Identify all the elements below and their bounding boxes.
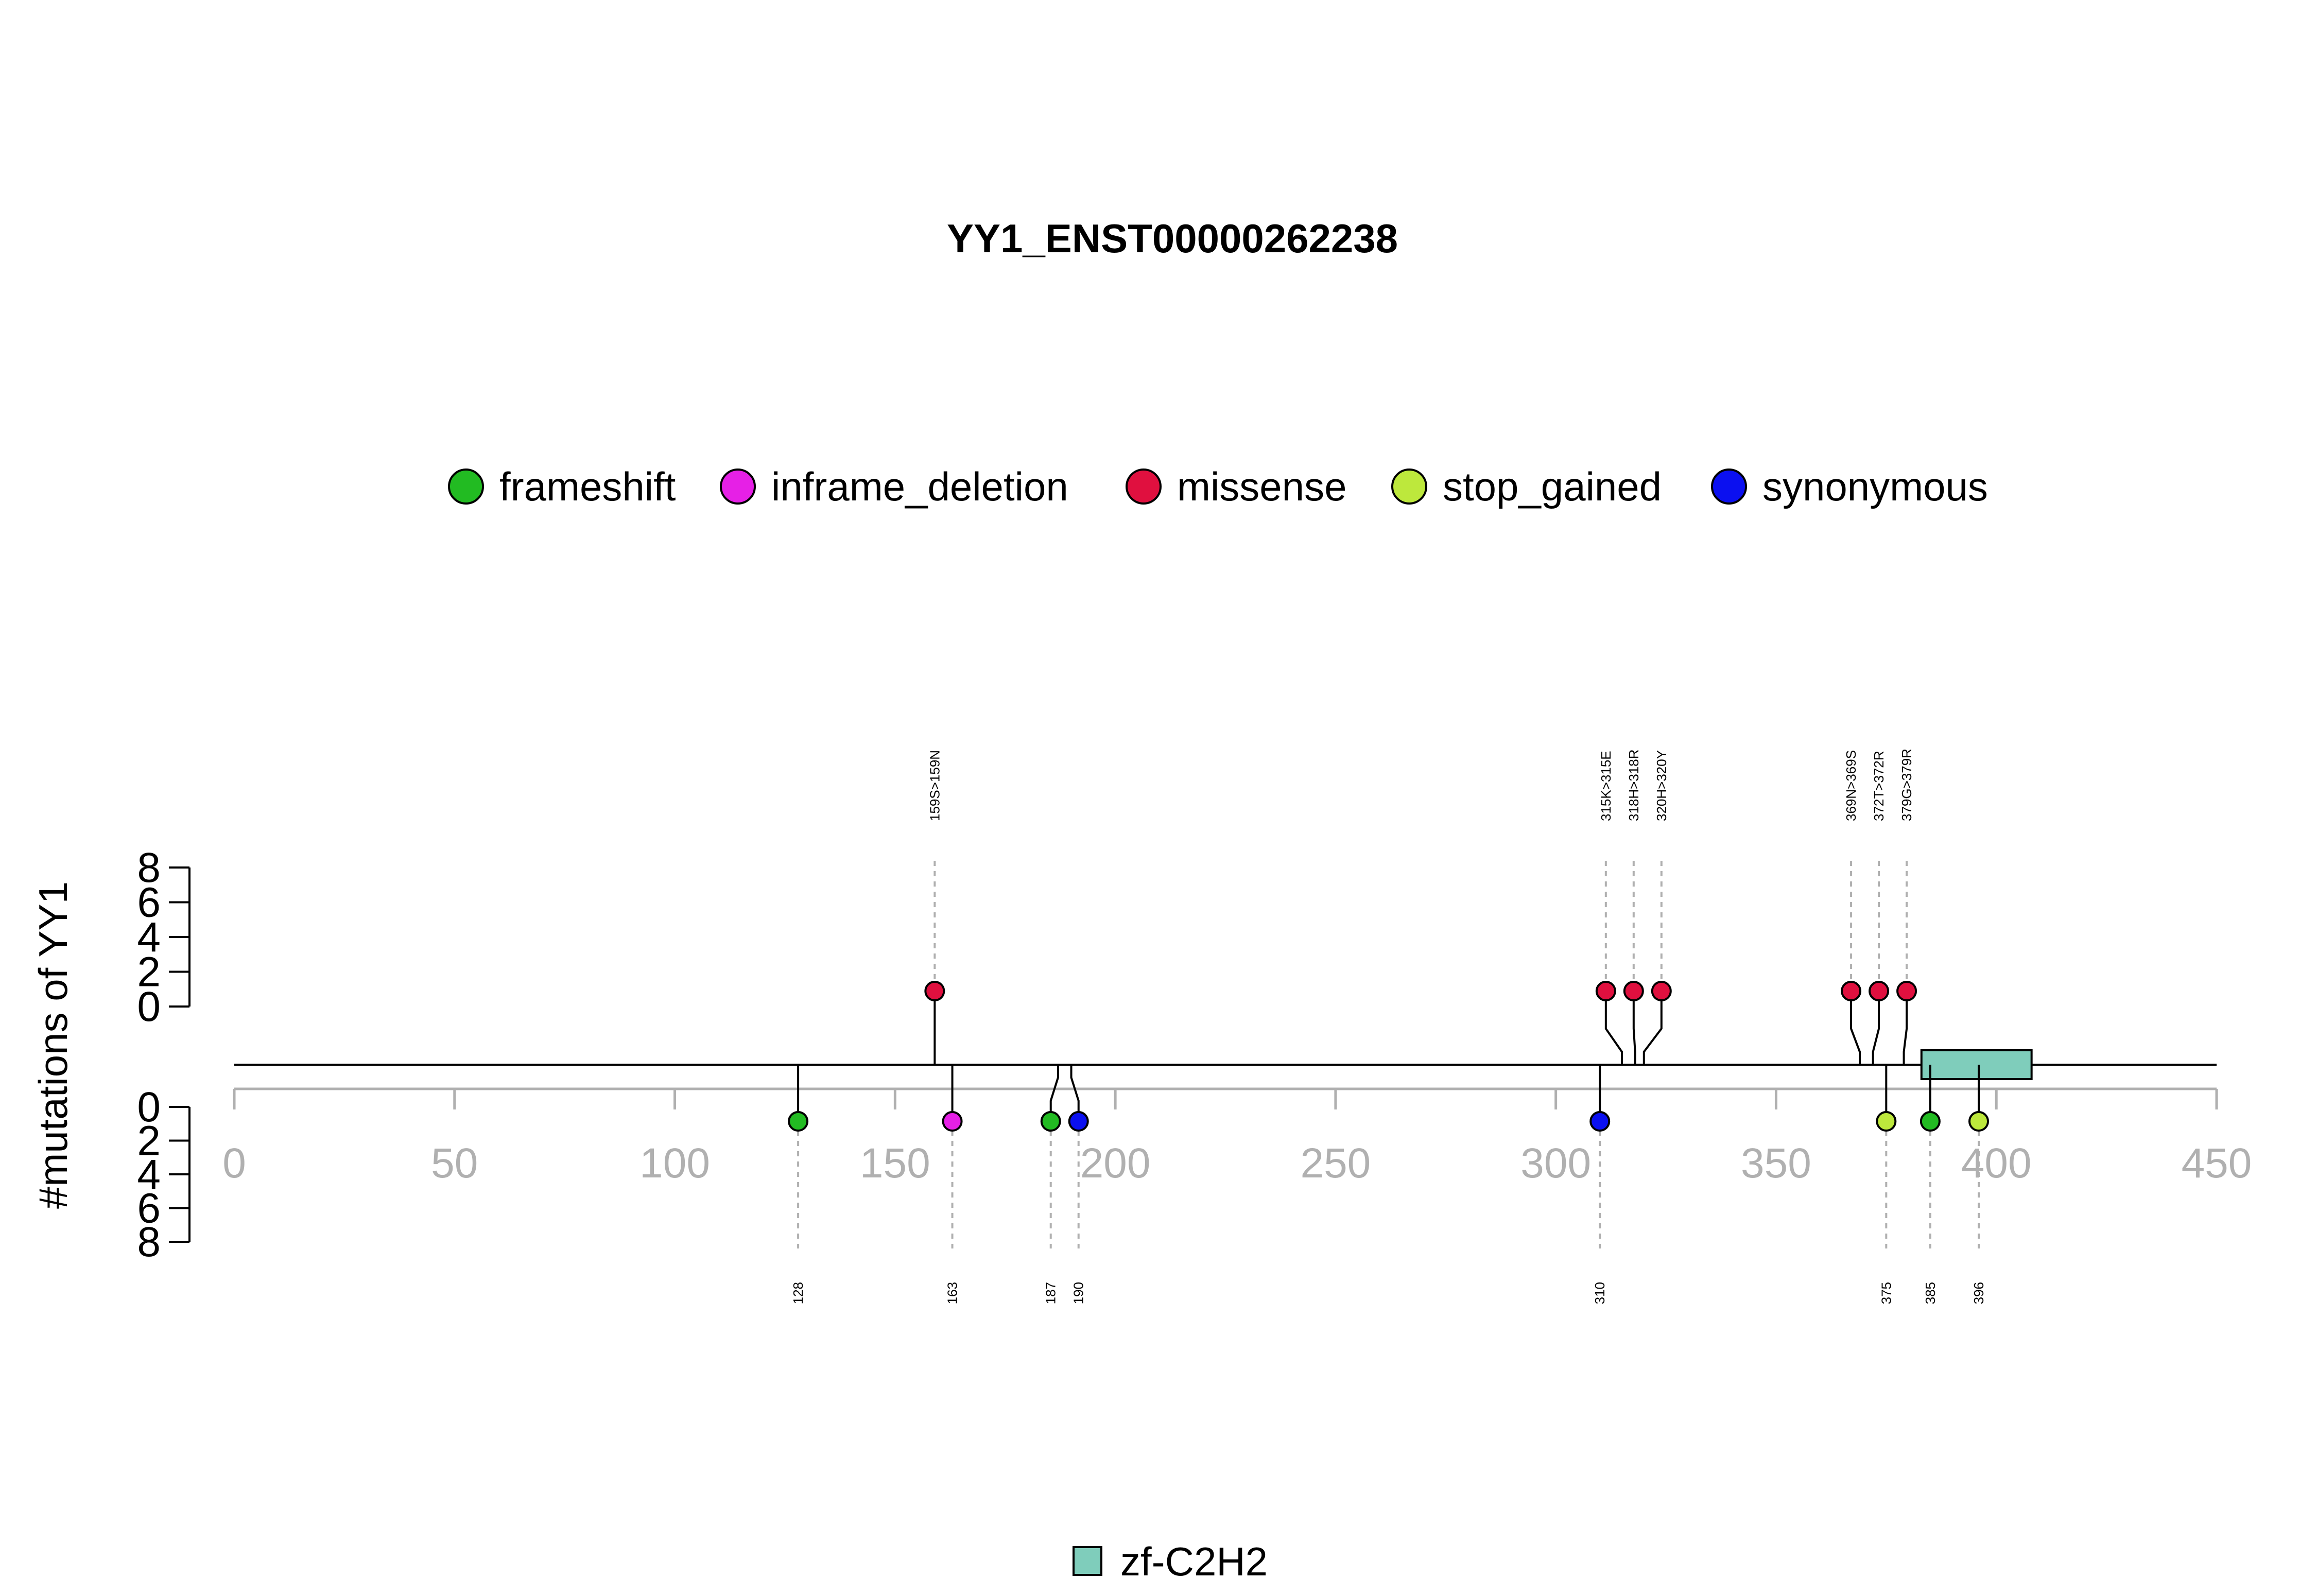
- x-tick-label: 0: [222, 1140, 246, 1187]
- upper-y-tick-label: 6: [137, 879, 161, 926]
- lollipop-stem: [1604, 991, 1623, 1065]
- legend-marker-synonymous: [1711, 469, 1747, 505]
- lollipop-stem: [1642, 991, 1663, 1065]
- position-label: 385: [1923, 1282, 1938, 1304]
- mutation-label: 372T>372R: [1871, 751, 1887, 821]
- lollipop-head-missense: [1623, 981, 1644, 1001]
- domain-legend-label: zf-C2H2: [1120, 1539, 1268, 1584]
- position-label: 375: [1878, 1282, 1894, 1304]
- domain-legend: zf-C2H2: [1073, 1539, 1268, 1584]
- lollipop-stem: [1903, 991, 1908, 1065]
- legend-label-frameshift: frameshift: [499, 464, 676, 509]
- position-label: 310: [1592, 1282, 1607, 1304]
- legend-label-synonymous: synonymous: [1762, 464, 1988, 509]
- position-label: 190: [1071, 1282, 1086, 1304]
- domain-legend-swatch: [1073, 1546, 1102, 1576]
- lollipop-stem: [1070, 1065, 1080, 1121]
- lollipop-head-missense: [924, 981, 945, 1001]
- x-tick-label: 50: [431, 1140, 478, 1187]
- upper-lollipops: 159S>159N 315K>315E 318H>318R 320H>320Y 369N…: [924, 749, 1917, 1065]
- lollipop-head-frameshift: [1040, 1111, 1061, 1132]
- x-tick-label: 450: [2182, 1140, 2252, 1187]
- lollipop-stem: [1632, 991, 1636, 1065]
- lollipop-head-synonymous: [1589, 1111, 1611, 1132]
- x-axis: 0 50 100 150 200 250 300 350 400 450: [222, 1087, 2252, 1187]
- lollipop-stem: [1872, 991, 1880, 1065]
- x-tick-label: 100: [639, 1140, 710, 1187]
- chart-title: YY1_ENST00000262238: [947, 216, 1398, 261]
- lower-y-tick-label: 2: [137, 1118, 161, 1165]
- position-label: 163: [945, 1282, 960, 1304]
- mutation-label: 318H>318R: [1626, 750, 1641, 822]
- lower-lollipops: 128 163 187 190 310 375 385 396: [788, 1065, 1989, 1304]
- legend-label-missense: missense: [1177, 464, 1346, 509]
- legend-marker-missense: [1126, 469, 1162, 505]
- upper-y-tick-label: 4: [137, 914, 161, 961]
- lollipop-head-missense: [1869, 981, 1890, 1001]
- lollipop-head-stop_gained: [1876, 1111, 1897, 1132]
- x-tick-label: 150: [860, 1140, 930, 1187]
- position-label: 128: [790, 1282, 806, 1304]
- mutation-label: 320H>320Y: [1654, 750, 1669, 821]
- upper-y-tick-label: 8: [137, 844, 161, 891]
- legend-marker-frameshift: [448, 469, 484, 505]
- legend-label-stop_gained: stop_gained: [1443, 464, 1662, 509]
- lollipop-head-frameshift: [788, 1111, 809, 1132]
- lollipop-head-missense: [1651, 981, 1672, 1001]
- legend: frameshift inframe_deletion missense stop_g…: [448, 464, 1988, 509]
- lollipop-head-inframe_deletion: [942, 1111, 963, 1132]
- x-tick-label: 350: [1741, 1140, 1811, 1187]
- y-axis-label: #mutations of YY1: [30, 881, 76, 1209]
- lower-y-tick-label: 6: [137, 1185, 161, 1232]
- upper-y-tick-label: 2: [137, 949, 161, 996]
- lower-y-tick-label: 4: [137, 1151, 161, 1198]
- mutation-label: 159S>159N: [927, 750, 942, 821]
- domain-zf-C2H2: [1920, 1049, 2033, 1080]
- lower-y-tick-label: 8: [137, 1219, 161, 1265]
- lollipop-head-missense: [1896, 981, 1917, 1001]
- x-tick-label: 250: [1300, 1140, 1371, 1187]
- lollipop-stem: [1049, 1065, 1059, 1121]
- lollipop-head-missense: [1595, 981, 1616, 1001]
- legend-marker-inframe_deletion: [720, 469, 756, 505]
- position-label: 396: [1971, 1282, 1986, 1304]
- upper-y-tick-label: 0: [137, 983, 161, 1030]
- lower-y-tick-label: 0: [137, 1084, 161, 1131]
- mutation-label: 315K>315E: [1598, 751, 1614, 821]
- lollipop-head-stop_gained: [1968, 1111, 1989, 1132]
- lollipop-head-frameshift: [1920, 1111, 1941, 1132]
- lollipop-stem: [1850, 991, 1861, 1065]
- mutation-label: 369N>369S: [1843, 750, 1859, 821]
- x-tick-label: 200: [1080, 1140, 1151, 1187]
- lollipop-head-synonymous: [1068, 1111, 1089, 1132]
- x-tick-label: 400: [1961, 1140, 2032, 1187]
- legend-label-inframe_deletion: inframe_deletion: [771, 464, 1068, 509]
- domains: [1920, 1049, 2033, 1080]
- x-tick-label: 300: [1520, 1140, 1591, 1187]
- legend-marker-stop_gained: [1391, 469, 1427, 505]
- mutation-label: 379G>379R: [1899, 749, 1914, 821]
- position-label: 187: [1043, 1282, 1059, 1304]
- lollipop-head-missense: [1841, 981, 1862, 1001]
